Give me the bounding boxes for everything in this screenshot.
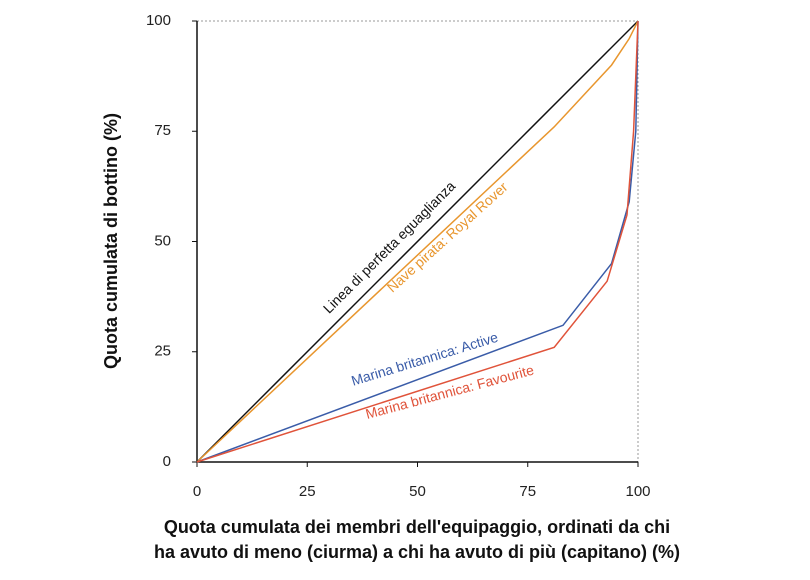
- series-line: [196, 20, 639, 463]
- x-tick-label: 50: [409, 483, 426, 500]
- series-line: [196, 20, 639, 463]
- x-axis-title: Quota cumulata dei membri dell'equipaggi…: [164, 517, 670, 537]
- y-tick-label: 0: [163, 453, 171, 470]
- y-tick-label: 100: [146, 12, 171, 29]
- y-axis-title: Quota cumulata di bottino (%): [101, 113, 121, 369]
- series-line: [196, 20, 639, 463]
- x-tick-label: 100: [625, 483, 650, 500]
- x-tick-label: 75: [519, 483, 536, 500]
- x-axis-title: ha avuto di meno (ciurma) a chi ha avuto…: [154, 542, 680, 562]
- y-tick-label: 50: [154, 232, 171, 249]
- x-tick-label: 0: [193, 483, 201, 500]
- x-tick-label: 25: [299, 483, 316, 500]
- y-tick-label: 25: [154, 343, 171, 360]
- y-tick-label: 75: [154, 122, 171, 139]
- series-line: [196, 20, 639, 463]
